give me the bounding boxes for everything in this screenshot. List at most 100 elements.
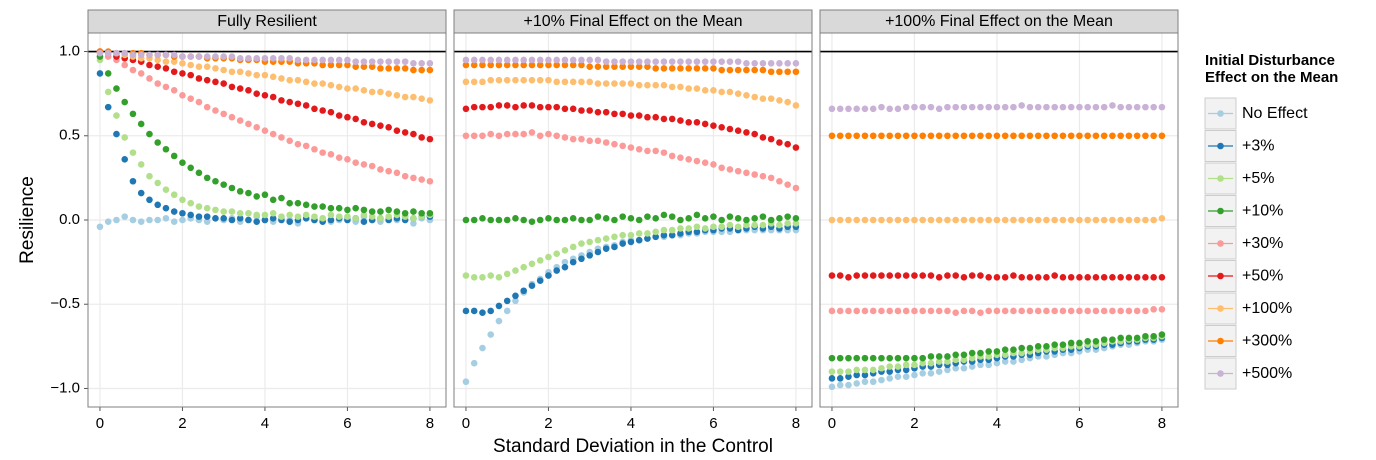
data-point xyxy=(203,76,211,84)
data-point xyxy=(776,215,783,222)
data-point xyxy=(410,215,417,222)
data-point xyxy=(619,58,626,65)
data-point xyxy=(377,166,384,173)
data-point xyxy=(377,215,384,222)
data-point xyxy=(220,66,227,74)
data-point xyxy=(935,105,943,113)
data-point xyxy=(344,85,351,92)
data-point xyxy=(1076,132,1083,140)
data-point xyxy=(179,209,186,217)
data-point xyxy=(503,307,511,315)
data-point xyxy=(677,83,684,91)
data-point xyxy=(269,93,277,101)
data-point xyxy=(660,211,668,219)
data-point xyxy=(487,56,495,64)
data-point xyxy=(828,354,836,362)
data-point xyxy=(718,124,725,131)
data-point xyxy=(635,236,643,244)
data-point xyxy=(1125,216,1133,224)
legend-dot xyxy=(1217,272,1224,280)
data-point xyxy=(113,130,120,138)
data-point xyxy=(944,216,951,224)
data-point xyxy=(611,80,618,87)
data-point xyxy=(335,112,343,119)
data-point xyxy=(187,61,194,69)
data-point xyxy=(644,63,651,70)
data-point xyxy=(693,157,701,165)
data-point xyxy=(627,112,635,119)
data-point xyxy=(993,359,1001,367)
data-point xyxy=(1109,216,1116,224)
data-point xyxy=(919,359,926,367)
data-point xyxy=(220,53,227,60)
data-point xyxy=(495,76,503,84)
data-point xyxy=(245,216,252,224)
data-point xyxy=(561,247,569,254)
legend-label: +30% xyxy=(1242,235,1283,252)
data-point xyxy=(792,215,800,222)
data-point xyxy=(902,361,910,369)
data-point xyxy=(652,147,659,155)
data-point xyxy=(828,272,836,279)
data-point xyxy=(578,56,585,64)
data-point xyxy=(170,218,178,225)
data-point xyxy=(861,378,869,386)
data-point xyxy=(944,307,951,315)
data-point xyxy=(129,110,137,118)
data-point xyxy=(845,368,852,375)
data-point xyxy=(536,103,544,111)
data-point xyxy=(512,76,519,84)
data-point xyxy=(487,272,495,279)
data-point xyxy=(993,132,1001,140)
data-point xyxy=(401,58,409,65)
data-point xyxy=(1109,102,1116,109)
data-point xyxy=(776,60,783,67)
data-point xyxy=(836,354,844,362)
data-point xyxy=(401,209,409,217)
data-point xyxy=(503,61,511,69)
data-point xyxy=(894,354,902,362)
data-point xyxy=(154,51,162,59)
data-point xyxy=(212,177,219,185)
data-point xyxy=(245,86,252,94)
data-point xyxy=(751,93,758,101)
data-point xyxy=(137,218,145,225)
data-point xyxy=(495,61,503,69)
data-point xyxy=(919,132,926,140)
data-point xyxy=(828,368,836,375)
strip-title: Fully Resilient xyxy=(217,13,317,30)
data-point xyxy=(553,103,560,111)
data-point xyxy=(784,98,791,106)
data-point xyxy=(635,230,643,237)
data-point xyxy=(335,56,343,64)
data-point xyxy=(1109,336,1116,343)
data-point xyxy=(960,307,968,315)
data-point xyxy=(619,110,626,118)
data-point xyxy=(195,169,203,177)
data-point xyxy=(352,85,359,92)
data-point xyxy=(462,216,470,224)
data-point xyxy=(619,63,626,70)
x-tick-label: 8 xyxy=(426,415,434,432)
data-point xyxy=(1034,343,1042,350)
data-point xyxy=(121,213,129,220)
data-point xyxy=(228,53,236,60)
data-point xyxy=(776,68,783,76)
data-point xyxy=(919,103,926,111)
data-point xyxy=(377,88,384,96)
data-point xyxy=(104,88,112,96)
data-point xyxy=(1026,132,1034,140)
data-point xyxy=(487,307,495,315)
data-point xyxy=(286,98,293,106)
data-point xyxy=(146,216,153,224)
data-point xyxy=(960,273,968,281)
data-point xyxy=(335,61,343,69)
data-point xyxy=(520,76,528,84)
data-point xyxy=(1018,349,1025,357)
data-point xyxy=(479,273,486,281)
data-point xyxy=(253,218,260,225)
data-point xyxy=(644,213,651,220)
strip-title: +10% Final Effect on the Mean xyxy=(524,13,743,30)
data-point xyxy=(902,103,910,111)
data-point xyxy=(693,58,701,65)
